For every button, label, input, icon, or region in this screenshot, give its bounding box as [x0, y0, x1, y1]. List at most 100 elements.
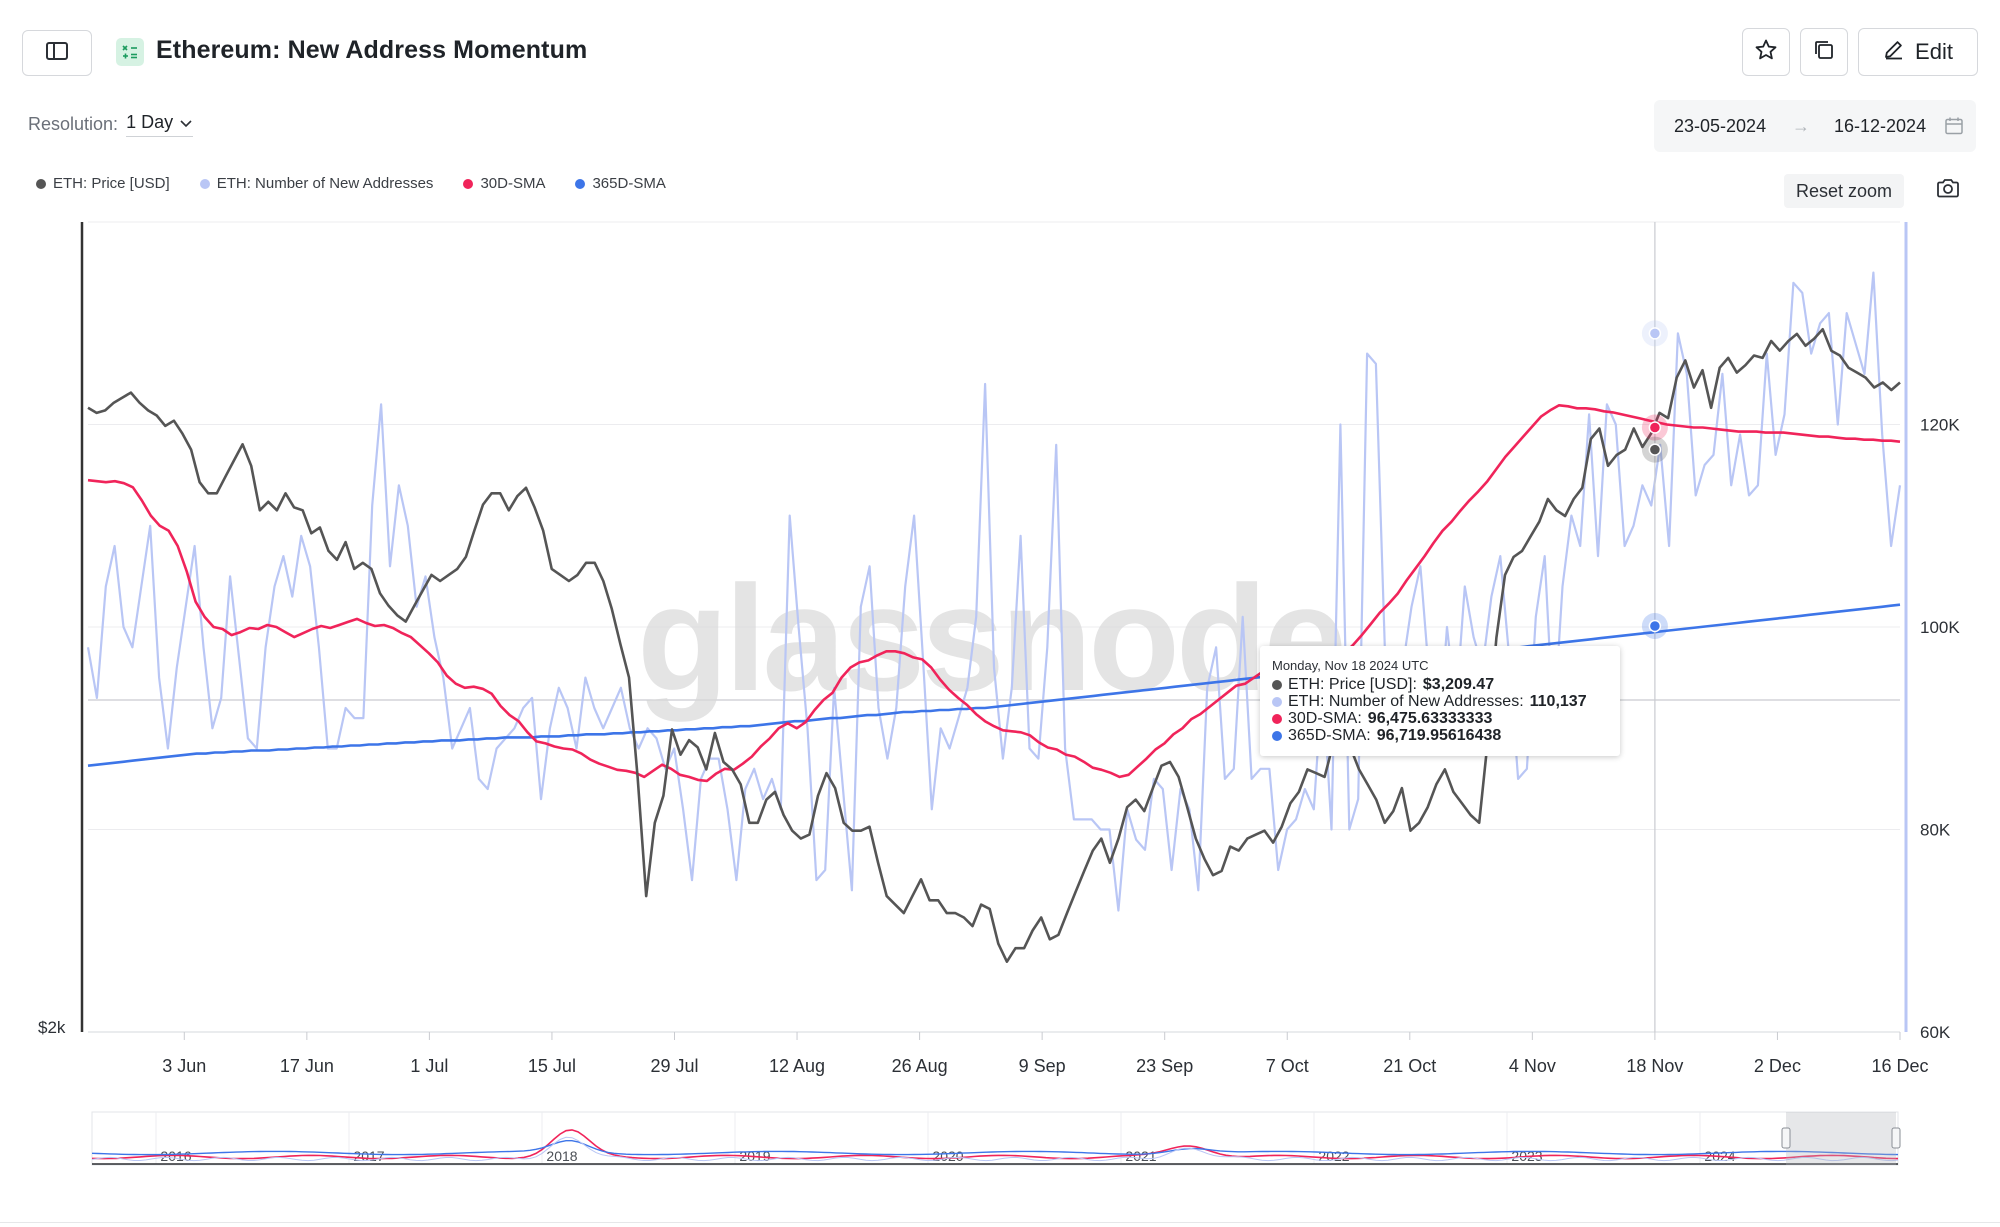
- x-tick-label: 17 Jun: [280, 1056, 334, 1076]
- tooltip-row-price: ETH: Price [USD]: $3,209.47: [1272, 676, 1608, 693]
- series-30d-sma: [87, 403, 1901, 783]
- resolution-control: Resolution: 1 Day: [28, 112, 194, 137]
- reset-zoom-button[interactable]: Reset zoom: [1784, 174, 1904, 208]
- chart-tooltip: Monday, Nov 18 2024 UTC ETH: Price [USD]…: [1260, 646, 1620, 756]
- tooltip-label: ETH: Number of New Addresses:: [1288, 693, 1524, 710]
- x-tick-label: 3 Jun: [162, 1056, 206, 1076]
- x-tick-label: 9 Sep: [1019, 1056, 1066, 1076]
- legend-swatch: [575, 178, 586, 189]
- legend-item-365d-sma[interactable]: 365D-SMA: [575, 175, 666, 192]
- tooltip-value: 110,137: [1529, 693, 1587, 710]
- formula-icon: [116, 38, 144, 66]
- tooltip-row-30d-sma: 30D-SMA: 96,475.63333333: [1272, 710, 1608, 727]
- tooltip-date: Monday, Nov 18 2024 UTC: [1272, 658, 1429, 673]
- pencil-icon: [1883, 38, 1905, 66]
- tooltip-swatch: [1272, 679, 1282, 690]
- date-from[interactable]: 23-05-2024: [1674, 115, 1767, 136]
- x-axis-ticks: 3 Jun 17 Jun 1 Jul 15 Jul 29 Jul 12 Aug 26 Aug…: [162, 1032, 1929, 1076]
- date-arrow-icon: →: [1792, 115, 1810, 136]
- legend-swatch: [199, 178, 210, 189]
- y-tick-label-right: 100K: [1920, 618, 1960, 637]
- navigator-selection: [1786, 1112, 1896, 1165]
- edit-button[interactable]: Edit: [1858, 28, 1978, 76]
- navigator-series-addresses: [91, 1136, 1899, 1162]
- resolution-value: 1 Day: [126, 112, 174, 132]
- y-tick-label-right: 80K: [1920, 821, 1951, 840]
- x-tick-label: 18 Nov: [1626, 1056, 1683, 1076]
- duplicate-button[interactable]: [1800, 28, 1848, 76]
- star-icon: [1754, 38, 1778, 67]
- legend-item-price[interactable]: ETH: Price [USD]: [36, 175, 170, 192]
- hover-marker: [1648, 327, 1662, 340]
- navigator-series-30d: [91, 1129, 1899, 1160]
- range-navigator[interactable]: 2016 2017 2018 2019 2020 2021 2022 2023 2024: [91, 1111, 1901, 1166]
- navigator-frame: [91, 1111, 1899, 1166]
- x-tick-label: 15 Jul: [528, 1056, 576, 1076]
- date-to[interactable]: 16-12-2024: [1834, 115, 1927, 136]
- navigator-handle: [1891, 1127, 1901, 1149]
- navigator-series-365d: [91, 1139, 1899, 1156]
- legend-item-new-addresses[interactable]: ETH: Number of New Addresses: [199, 175, 434, 192]
- edit-label: Edit: [1915, 39, 1953, 64]
- navigator-year-label: 2021: [1125, 1148, 1156, 1164]
- x-tick-label: 21 Oct: [1383, 1056, 1436, 1076]
- y-tick-label-right: 60K: [1920, 1023, 1951, 1042]
- tooltip-row-new-addresses: ETH: Number of New Addresses: 110,137: [1272, 693, 1608, 710]
- tooltip-swatch: [1272, 730, 1282, 741]
- camera-icon[interactable]: [1936, 178, 1960, 203]
- page-title: Ethereum: New Address Momentum: [156, 36, 588, 64]
- resolution-label: Resolution:: [28, 114, 119, 134]
- legend-swatch: [463, 178, 474, 189]
- tooltip-swatch: [1272, 713, 1282, 724]
- sidebar-icon: [46, 41, 68, 65]
- tooltip-row-365d-sma: 365D-SMA: 96,719.95616438: [1272, 727, 1608, 744]
- hover-layer: [1641, 222, 1668, 1032]
- navigator-year-label: 2022: [1318, 1148, 1349, 1164]
- tooltip-value: 96,475.63333333: [1367, 710, 1493, 727]
- footer-divider: [0, 1222, 2000, 1223]
- navigator-year-label: 2020: [932, 1148, 963, 1164]
- navigator-year-label: 2017: [353, 1148, 384, 1164]
- y-axis-ticks: 120K 100K 80K 60K $2k: [38, 416, 1960, 1043]
- tooltip-value: 96,719.95616438: [1376, 727, 1502, 744]
- legend-label: ETH: Price [USD]: [53, 175, 170, 192]
- tooltip-value: $3,209.47: [1422, 676, 1495, 693]
- tooltip-label: 365D-SMA:: [1288, 727, 1371, 744]
- copy-icon: [1812, 38, 1836, 67]
- y-tick-label-right: 120K: [1920, 416, 1960, 435]
- chart-legend: ETH: Price [USD] ETH: Number of New Addr…: [36, 175, 666, 192]
- chevron-down-icon: [179, 112, 193, 133]
- hover-marker: [1648, 443, 1662, 456]
- y-tick-label-left: $2k: [38, 1018, 66, 1037]
- series-price: [87, 327, 1901, 964]
- legend-swatch: [36, 178, 46, 189]
- axes: [80, 222, 1908, 1033]
- x-tick-label: 16 Dec: [1871, 1056, 1928, 1076]
- x-tick-label: 2 Dec: [1754, 1056, 1801, 1076]
- legend-label: 30D-SMA: [480, 175, 546, 192]
- x-tick-label: 26 Aug: [892, 1056, 948, 1076]
- series-new-addresses: [86, 271, 1902, 912]
- header: Ethereum: New Address Momentum Edit: [0, 0, 2000, 104]
- legend-label: ETH: Number of New Addresses: [216, 175, 434, 192]
- legend-item-30d-sma[interactable]: 30D-SMA: [463, 175, 545, 192]
- x-tick-label: 12 Aug: [769, 1056, 825, 1076]
- calendar-icon[interactable]: [1944, 116, 1964, 141]
- series-layer: [86, 271, 1902, 964]
- x-tick-label: 23 Sep: [1136, 1056, 1193, 1076]
- series-365d-sma: [87, 603, 1901, 767]
- date-range-picker[interactable]: 23-05-2024 → 16-12-2024: [1654, 100, 1976, 152]
- navigator-year-label: 2018: [546, 1148, 577, 1164]
- tooltip-label: ETH: Price [USD]:: [1288, 676, 1417, 693]
- x-tick-label: 4 Nov: [1509, 1056, 1556, 1076]
- navigator-handle: [1781, 1127, 1791, 1149]
- favorite-button[interactable]: [1742, 28, 1790, 76]
- grid-lines: [88, 221, 1900, 830]
- hover-marker: [1648, 619, 1662, 633]
- toggle-sidebar-button[interactable]: [22, 30, 92, 76]
- tooltip-label: 30D-SMA:: [1288, 710, 1362, 727]
- legend-label: 365D-SMA: [592, 175, 666, 192]
- tooltip-swatch: [1272, 696, 1282, 707]
- resolution-select[interactable]: 1 Day: [126, 112, 194, 137]
